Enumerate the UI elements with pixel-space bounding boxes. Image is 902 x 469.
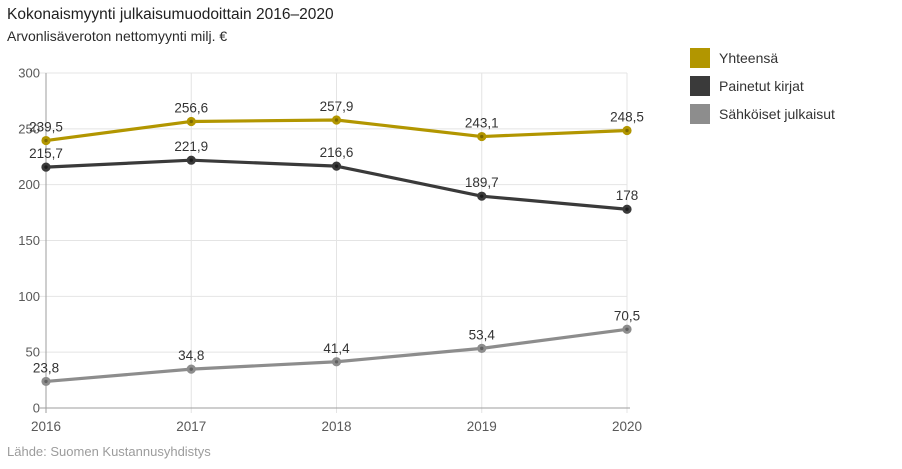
legend-swatch — [690, 76, 710, 96]
svg-text:215,7: 215,7 — [29, 146, 63, 161]
svg-text:2018: 2018 — [321, 419, 351, 434]
svg-text:53,4: 53,4 — [469, 327, 496, 342]
chart-header: Kokonaismyynti julkaisumuodoittain 2016–… — [7, 5, 334, 44]
svg-text:239,5: 239,5 — [29, 120, 63, 135]
svg-text:221,9: 221,9 — [174, 139, 208, 154]
svg-text:70,5: 70,5 — [614, 308, 640, 323]
chart-legend: Yhteensä Painetut kirjat Sähköiset julka… — [690, 48, 835, 132]
svg-text:2017: 2017 — [176, 419, 206, 434]
legend-item-painetut-kirjat[interactable]: Painetut kirjat — [690, 76, 835, 96]
svg-text:150: 150 — [18, 233, 40, 248]
svg-text:23,8: 23,8 — [33, 360, 59, 375]
legend-swatch — [690, 48, 710, 68]
legend-item-sahkoiset-julkaisut[interactable]: Sähköiset julkaisut — [690, 104, 835, 124]
svg-text:2020: 2020 — [612, 419, 642, 434]
svg-text:178: 178 — [616, 188, 639, 203]
svg-text:300: 300 — [18, 66, 40, 81]
line-chart: 0 50 100 150 200 250 300 2016 2017 2018 2019 2020 23… — [18, 66, 644, 435]
svg-text:248,5: 248,5 — [610, 110, 644, 125]
legend-item-yhteensa[interactable]: Yhteensä — [690, 48, 835, 68]
svg-text:257,9: 257,9 — [320, 99, 354, 114]
svg-text:0: 0 — [33, 401, 40, 416]
svg-text:243,1: 243,1 — [465, 116, 499, 131]
legend-label: Yhteensä — [719, 50, 779, 66]
svg-text:2016: 2016 — [31, 419, 61, 434]
legend-swatch — [690, 104, 710, 124]
svg-text:100: 100 — [18, 289, 40, 304]
svg-text:2019: 2019 — [467, 419, 497, 434]
page-title: Kokonaismyynti julkaisumuodoittain 2016–… — [7, 6, 334, 23]
svg-text:250: 250 — [18, 121, 40, 136]
svg-text:34,8: 34,8 — [178, 348, 204, 363]
source-note: Lähde: Suomen Kustannusyhdistys — [7, 444, 211, 459]
svg-text:189,7: 189,7 — [465, 175, 499, 190]
legend-label: Painetut kirjat — [719, 78, 804, 94]
svg-text:256,6: 256,6 — [174, 100, 208, 115]
svg-text:50: 50 — [26, 345, 40, 360]
svg-text:200: 200 — [18, 177, 40, 192]
legend-label: Sähköiset julkaisut — [719, 106, 835, 122]
svg-text:41,4: 41,4 — [323, 341, 350, 356]
page-subtitle: Arvonlisäveroton nettomyynti milj. € — [7, 28, 228, 45]
svg-text:216,6: 216,6 — [320, 145, 354, 160]
